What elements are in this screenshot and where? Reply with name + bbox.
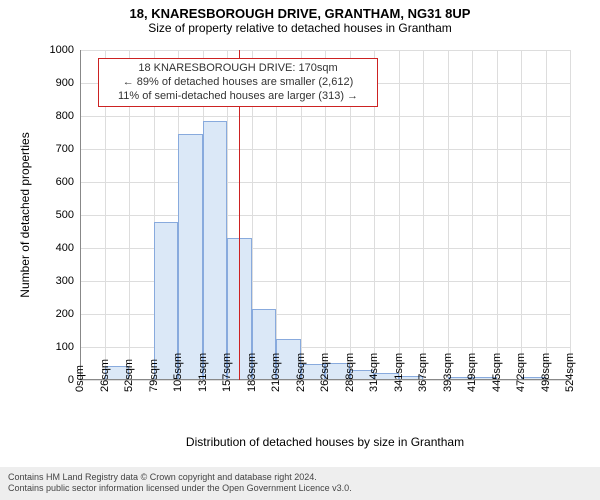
y-axis	[80, 50, 81, 380]
title-text-1: 18, KNARESBOROUGH DRIVE, GRANTHAM, NG31 …	[130, 6, 471, 21]
bar	[203, 121, 228, 380]
ytick-label: 800	[34, 110, 74, 122]
ytick-label: 900	[34, 77, 74, 89]
gridline	[546, 50, 547, 380]
bar	[178, 134, 203, 380]
footer-line-1: Contains HM Land Registry data © Crown c…	[8, 472, 592, 484]
y-axis-label: Number of detached properties	[18, 50, 32, 380]
ytick-label: 700	[34, 143, 74, 155]
ytick-label: 500	[34, 209, 74, 221]
ytick-label: 200	[34, 308, 74, 320]
gridline	[497, 50, 498, 380]
gridline	[399, 50, 400, 380]
title-line-2: Size of property relative to detached ho…	[0, 21, 600, 35]
gridline	[423, 50, 424, 380]
title-line-1: 18, KNARESBOROUGH DRIVE, GRANTHAM, NG31 …	[0, 0, 600, 21]
ytick-label: 300	[34, 275, 74, 287]
x-axis-label: Distribution of detached houses by size …	[80, 435, 570, 449]
footer: Contains HM Land Registry data © Crown c…	[0, 467, 600, 500]
gridline	[472, 50, 473, 380]
ytick-label: 1000	[34, 44, 74, 56]
gridline	[521, 50, 522, 380]
gridline	[448, 50, 449, 380]
title-text-2: Size of property relative to detached ho…	[148, 21, 452, 35]
footer-line-2: Contains public sector information licen…	[8, 483, 592, 495]
annotation-line: 18 KNARESBOROUGH DRIVE: 170sqm	[105, 62, 371, 76]
ytick-label: 600	[34, 176, 74, 188]
annotation-line: ← 89% of detached houses are smaller (2,…	[105, 76, 371, 90]
ytick-label: 0	[34, 374, 74, 386]
ytick-label: 400	[34, 242, 74, 254]
annotation-line: 11% of semi-detached houses are larger (…	[105, 90, 371, 104]
chart-container: 18, KNARESBOROUGH DRIVE, GRANTHAM, NG31 …	[0, 0, 600, 500]
gridline	[570, 50, 571, 380]
annotation-box: 18 KNARESBOROUGH DRIVE: 170sqm← 89% of d…	[98, 58, 378, 107]
ytick-label: 100	[34, 341, 74, 353]
